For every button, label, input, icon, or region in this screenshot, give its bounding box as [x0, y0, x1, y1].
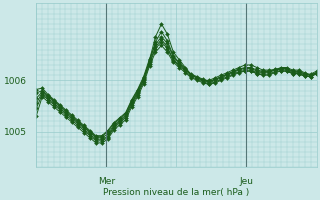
X-axis label: Pression niveau de la mer( hPa ): Pression niveau de la mer( hPa ): [103, 188, 250, 197]
